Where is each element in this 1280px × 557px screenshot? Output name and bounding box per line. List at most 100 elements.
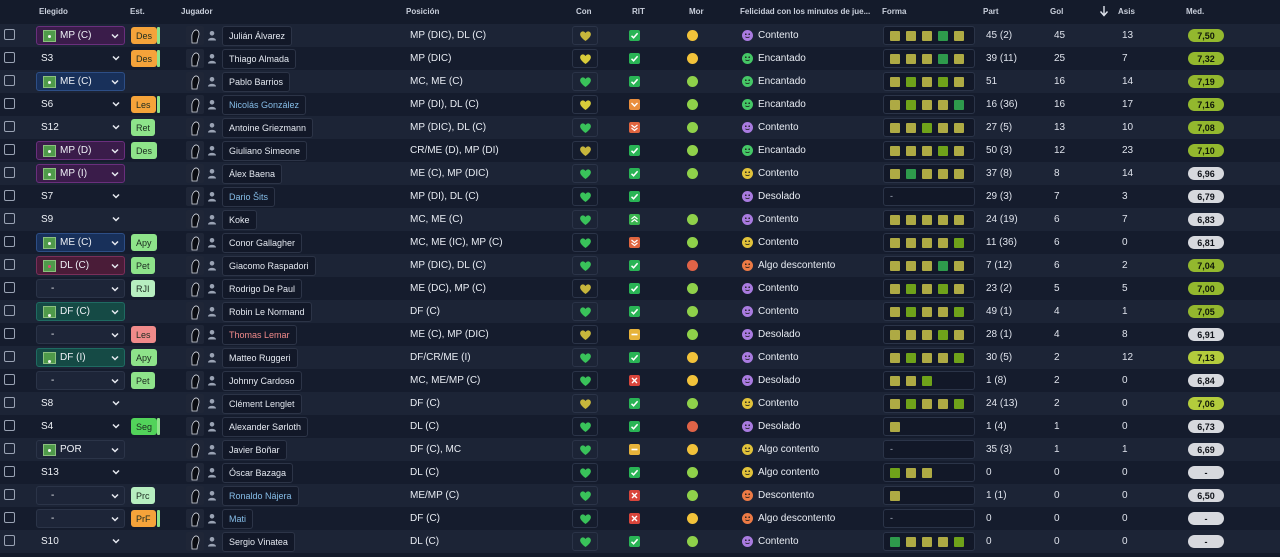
- row-checkbox[interactable]: [4, 443, 15, 454]
- status-badge[interactable]: Prc: [131, 487, 155, 504]
- status-badge[interactable]: Pet: [131, 257, 155, 274]
- position-select[interactable]: -: [36, 371, 125, 390]
- avatar[interactable]: [186, 486, 204, 505]
- avatar[interactable]: [186, 348, 204, 367]
- row-checkbox[interactable]: [4, 29, 15, 40]
- status-badge[interactable]: Des: [131, 142, 158, 159]
- player-name-link[interactable]: Clément Lenglet: [222, 394, 302, 414]
- position-select[interactable]: -: [36, 486, 125, 505]
- position-select[interactable]: S8: [36, 394, 125, 413]
- avatar[interactable]: [186, 49, 204, 68]
- status-badge[interactable]: RJI: [131, 280, 155, 297]
- row-checkbox[interactable]: [4, 190, 15, 201]
- avatar[interactable]: [186, 141, 204, 160]
- player-name-link[interactable]: Álex Baena: [222, 164, 283, 184]
- player-name-link[interactable]: Nicolás González: [222, 95, 307, 115]
- status-badge[interactable]: Seg: [131, 418, 158, 435]
- table-row[interactable]: DL (C) Pet Giacomo Raspadori MP (DIC), DL (…: [0, 254, 1280, 277]
- table-row[interactable]: S13 Óscar Bazaga DL (C) Algo contento 0 0 0 -: [0, 461, 1280, 484]
- table-row[interactable]: MP (I) Álex Baena ME (C), MP (DIC) Contento…: [0, 162, 1280, 185]
- row-checkbox[interactable]: [4, 305, 15, 316]
- avatar[interactable]: [186, 463, 204, 482]
- player-name-link[interactable]: Giuliano Simeone: [222, 141, 308, 161]
- table-row[interactable]: - Pet Johnny Cardoso MC, ME/MP (C) Desolado 1…: [0, 369, 1280, 392]
- col-forma[interactable]: Forma: [882, 7, 907, 16]
- row-checkbox[interactable]: [4, 420, 15, 431]
- avatar[interactable]: [186, 325, 204, 344]
- position-select[interactable]: DL (C): [36, 256, 125, 275]
- player-name-link[interactable]: Óscar Bazaga: [222, 463, 294, 483]
- table-row[interactable]: MP (D) Des Giuliano Simeone CR/ME (D), MP (…: [0, 139, 1280, 162]
- row-checkbox[interactable]: [4, 167, 15, 178]
- row-checkbox[interactable]: [4, 535, 15, 546]
- position-select[interactable]: POR: [36, 440, 125, 459]
- col-med[interactable]: Med.: [1186, 7, 1205, 16]
- table-row[interactable]: - PrF Mati DF (C) Algo descontento - 0 0 0 -: [0, 507, 1280, 530]
- table-row[interactable]: - Les Thomas Lemar ME (C), MP (DIC) Desolado…: [0, 323, 1280, 346]
- avatar[interactable]: [186, 233, 204, 252]
- player-name-link[interactable]: Giacomo Raspadori: [222, 256, 316, 276]
- player-name-link[interactable]: Javier Boñar: [222, 440, 287, 460]
- player-name-link[interactable]: Johnny Cardoso: [222, 371, 302, 391]
- row-checkbox[interactable]: [4, 98, 15, 109]
- table-row[interactable]: DF (C) Robin Le Normand DF (C) Contento 49 (…: [0, 300, 1280, 323]
- avatar[interactable]: [186, 302, 204, 321]
- position-select[interactable]: MP (D): [36, 141, 125, 160]
- table-row[interactable]: MP (C) Des Julián Álvarez MP (DIC), DL (C) C…: [0, 24, 1280, 47]
- row-checkbox[interactable]: [4, 213, 15, 224]
- position-select[interactable]: -: [36, 325, 125, 344]
- position-select[interactable]: -: [36, 509, 125, 528]
- row-checkbox[interactable]: [4, 328, 15, 339]
- table-row[interactable]: S6 Les Nicolás González MP (DI), DL (C) Enca…: [0, 93, 1280, 116]
- avatar[interactable]: [186, 394, 204, 413]
- row-checkbox[interactable]: [4, 397, 15, 408]
- position-select[interactable]: DF (I): [36, 348, 125, 367]
- arrow-down-icon[interactable]: [1099, 5, 1109, 17]
- avatar[interactable]: [186, 164, 204, 183]
- col-elegido[interactable]: Elegido: [39, 7, 68, 16]
- table-row[interactable]: S3 Des Thiago Almada MP (DIC) Encantado 39 (1…: [0, 47, 1280, 70]
- col-part[interactable]: Part: [983, 7, 999, 16]
- status-badge[interactable]: Apy: [131, 234, 157, 251]
- col-posicion[interactable]: Posición: [406, 7, 440, 16]
- status-badge[interactable]: Pet: [131, 372, 155, 389]
- avatar[interactable]: [186, 256, 204, 275]
- position-select[interactable]: S10: [36, 532, 125, 551]
- player-name-link[interactable]: Mati: [222, 509, 254, 529]
- col-est[interactable]: Est.: [130, 7, 145, 16]
- player-name-link[interactable]: Julián Álvarez: [222, 26, 293, 46]
- row-checkbox[interactable]: [4, 236, 15, 247]
- row-checkbox[interactable]: [4, 282, 15, 293]
- player-name-link[interactable]: Matteo Ruggeri: [222, 348, 298, 368]
- col-jugador[interactable]: Jugador: [181, 7, 213, 16]
- row-checkbox[interactable]: [4, 121, 15, 132]
- row-checkbox[interactable]: [4, 489, 15, 500]
- player-name-link[interactable]: Robin Le Normand: [222, 302, 312, 322]
- avatar[interactable]: [186, 26, 204, 45]
- col-con[interactable]: Con: [576, 7, 592, 16]
- table-row[interactable]: S7 Dario Šits MP (DI), DL (C) Desolado - 29 (…: [0, 185, 1280, 208]
- player-name-link[interactable]: Thomas Lemar: [222, 325, 297, 345]
- row-checkbox[interactable]: [4, 75, 15, 86]
- player-name-link[interactable]: Thiago Almada: [222, 49, 297, 69]
- table-row[interactable]: - Prc Ronaldo Nájera ME/MP (C) Descontento 1 …: [0, 484, 1280, 507]
- position-select[interactable]: ME (C): [36, 72, 125, 91]
- player-name-link[interactable]: Conor Gallagher: [222, 233, 303, 253]
- player-name-link[interactable]: Sergio Vinatea: [222, 532, 295, 552]
- player-name-link[interactable]: Dario Šits: [222, 187, 276, 207]
- player-name-link[interactable]: Alexander Sørloth: [222, 417, 309, 437]
- avatar[interactable]: [186, 279, 204, 298]
- avatar[interactable]: [186, 118, 204, 137]
- table-row[interactable]: S9 Koke MC, ME (C) Contento 24 (19) 6 7 6,83: [0, 208, 1280, 231]
- position-select[interactable]: ME (C): [36, 233, 125, 252]
- avatar[interactable]: [186, 210, 204, 229]
- table-row[interactable]: S10 Sergio Vinatea DL (C) Contento 0 0 0 -: [0, 530, 1280, 553]
- avatar[interactable]: [186, 440, 204, 459]
- position-select[interactable]: S9: [36, 210, 125, 229]
- position-select[interactable]: S13: [36, 463, 125, 482]
- table-row[interactable]: - RJI Rodrigo De Paul ME (DC), MP (C) Conten…: [0, 277, 1280, 300]
- row-checkbox[interactable]: [4, 144, 15, 155]
- status-badge[interactable]: PrF: [131, 510, 156, 527]
- player-name-link[interactable]: Pablo Barrios: [222, 72, 291, 92]
- avatar[interactable]: [186, 72, 204, 91]
